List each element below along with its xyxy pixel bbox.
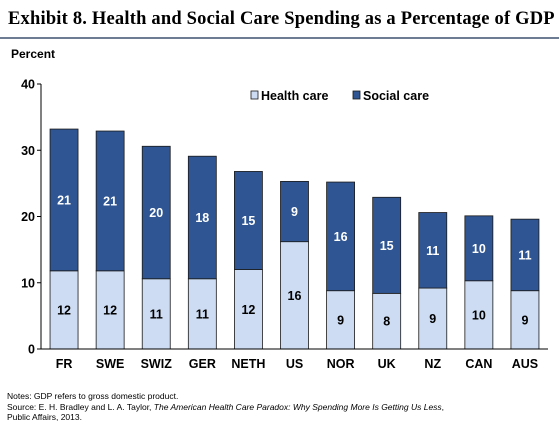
x-tick-label: NOR (327, 357, 355, 371)
data-label-social-care: 11 (426, 244, 439, 258)
bar-health-care (510, 290, 540, 350)
y-tick-label: 0 (28, 343, 35, 357)
x-tick-label: SWIZ (141, 357, 173, 371)
bar-social-care (464, 215, 494, 282)
bar-health-care (234, 269, 263, 350)
x-tick-label: NZ (424, 357, 441, 371)
data-label-social-care: 16 (334, 230, 348, 244)
bar-social-care (418, 212, 448, 289)
x-tick-label: AUS (512, 357, 538, 371)
bar-social-care (372, 196, 402, 294)
data-label-social-care: 10 (472, 242, 486, 256)
bar-social-care (280, 180, 309, 243)
bar-social-care (187, 155, 217, 280)
x-tick-label: SWE (96, 357, 124, 371)
notes-line: Notes: GDP refers to gross domestic prod… (7, 391, 179, 401)
data-label-health-care: 11 (150, 307, 163, 321)
data-label-health-care: 9 (521, 313, 528, 327)
data-label-health-care: 10 (472, 308, 486, 322)
data-label-health-care: 12 (103, 303, 117, 317)
source-book-title: The American Health Care Paradox: Why Sp… (153, 401, 442, 412)
title-divider (0, 37, 559, 39)
data-label-health-care: 16 (288, 289, 302, 303)
x-tick-label: CAN (465, 357, 492, 371)
data-label-health-care: 9 (337, 313, 344, 327)
data-label-health-care: 8 (383, 315, 390, 329)
data-label-health-care: 12 (241, 303, 255, 317)
bar-social-care (95, 130, 125, 272)
bar-social-care (141, 145, 171, 280)
data-label-social-care: 21 (57, 193, 71, 207)
x-tick-label: US (286, 357, 303, 371)
bar-health-care (280, 241, 309, 350)
y-tick-label: 30 (21, 144, 35, 158)
x-tick-label: UK (378, 357, 396, 371)
bar-social-care (49, 128, 79, 272)
legend-swatch-health-care (250, 90, 259, 100)
y-tick-label: 20 (21, 210, 35, 224)
bar-social-care (326, 181, 355, 292)
legend-swatch-social-care (352, 90, 361, 100)
chart-title: Exhibit 8. Health and Social Care Spendi… (8, 9, 555, 29)
data-label-social-care: 11 (518, 248, 531, 262)
bar-health-care (464, 280, 494, 350)
data-label-social-care: 21 (103, 194, 117, 208)
source-line: Source: E. H. Bradley and L. A. Taylor, … (7, 402, 444, 413)
data-label-social-care: 18 (195, 211, 209, 225)
chart-notes: Notes: GDP refers to gross domestic prod… (7, 391, 444, 423)
legend-label-social-care: Social care (363, 89, 429, 103)
x-tick-label: GER (189, 357, 216, 371)
bar-social-care (510, 218, 540, 292)
data-label-social-care: 20 (149, 206, 163, 220)
data-label-social-care: 15 (241, 214, 255, 228)
source-suffix: , (441, 401, 445, 412)
data-label-social-care: 15 (380, 239, 394, 253)
data-label-social-care: 9 (291, 205, 298, 219)
source-prefix: Source: E. H. Bradley and L. A. Taylor, (7, 401, 154, 412)
data-label-health-care: 9 (429, 312, 436, 326)
bar-social-care (234, 171, 263, 270)
y-tick-label: 40 (21, 78, 35, 92)
bar-health-care (49, 270, 79, 350)
y-tick-label: 10 (21, 276, 35, 290)
data-label-health-care: 12 (57, 303, 71, 317)
x-tick-label: FR (56, 357, 73, 371)
legend-label-health-care: Health care (261, 89, 328, 103)
x-tick-label: NETH (231, 357, 265, 371)
publisher-line: Public Affairs, 2013. (7, 412, 82, 422)
data-label-health-care: 11 (196, 307, 209, 321)
y-axis-label: Percent (11, 47, 56, 61)
